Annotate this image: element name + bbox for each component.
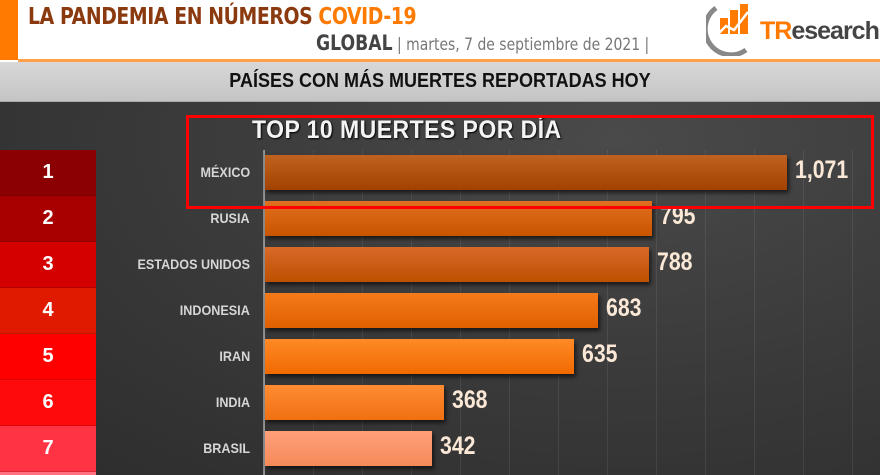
country-label: IRAN xyxy=(219,348,250,364)
title-main: LA PANDEMIA EN NÚMEROS xyxy=(28,4,319,30)
country-label: MÉXICO xyxy=(200,164,250,180)
chart-row: IRAN 635 xyxy=(0,334,880,380)
value-label: 683 xyxy=(606,294,642,322)
grid-line xyxy=(754,150,755,475)
chart-row: ESTADOS UNIDOS 788 xyxy=(0,242,880,288)
value-label: 635 xyxy=(582,340,618,368)
rank-badge: 2 xyxy=(0,196,96,242)
rank-badge: 1 xyxy=(0,150,96,196)
rank-badge: 5 xyxy=(0,334,96,380)
country-label: INDONESIA xyxy=(179,302,250,318)
chart-row: INDONESIA 683 xyxy=(0,288,880,334)
date-label: martes, 7 de septiembre de 2021 xyxy=(406,35,641,55)
chart-row: BRASIL 342 xyxy=(0,426,880,472)
rank-badge-partial xyxy=(0,472,96,475)
separator-end: | xyxy=(640,35,650,55)
logo: TResearch xyxy=(706,0,880,56)
rank-badge: 7 xyxy=(0,426,96,472)
chart-title: TOP 10 MUERTES POR DÍA xyxy=(252,116,562,144)
bar xyxy=(265,339,574,374)
value-label: 788 xyxy=(657,248,693,276)
logo-text: TResearch xyxy=(760,17,880,46)
chart-row: MÉXICO 1,071 xyxy=(0,150,880,196)
bar xyxy=(265,431,432,466)
separator: | xyxy=(392,35,407,55)
chart-row: INDIA 368 xyxy=(0,380,880,426)
header: LA PANDEMIA EN NÚMEROS COVID-19 GLOBAL |… xyxy=(0,0,880,62)
bar xyxy=(265,201,652,236)
bar xyxy=(265,247,649,282)
chart-row: RUSIA 795 xyxy=(0,196,880,242)
value-label: 1,071 xyxy=(795,156,849,184)
section-header: PAÍSES CON MÁS MUERTES REPORTADAS HOY xyxy=(0,62,880,102)
section-title: PAÍSES CON MÁS MUERTES REPORTADAS HOY xyxy=(229,70,651,92)
value-label: 342 xyxy=(440,432,476,460)
country-label: ESTADOS UNIDOS xyxy=(137,256,250,272)
y-axis-line xyxy=(263,150,265,475)
country-label: INDIA xyxy=(215,394,250,410)
value-label: 795 xyxy=(660,202,696,230)
bar xyxy=(265,385,444,420)
grid-line xyxy=(264,150,265,475)
grid-line xyxy=(803,150,804,475)
scope-label: GLOBAL xyxy=(316,31,393,55)
grid-line xyxy=(607,150,608,475)
rank-badge: 6 xyxy=(0,380,96,426)
chart-growth-icon xyxy=(706,4,749,56)
grid-line xyxy=(656,150,657,475)
logo-suffix: esearch xyxy=(791,17,880,45)
rank-badge: 4 xyxy=(0,288,96,334)
title-accent: COVID-19 xyxy=(318,4,417,30)
logo-prefix: TR xyxy=(760,17,792,45)
bar xyxy=(265,293,598,328)
grid-line xyxy=(705,150,706,475)
grid-line xyxy=(852,150,853,475)
rank-badge: 3 xyxy=(0,242,96,288)
page-title: LA PANDEMIA EN NÚMEROS COVID-19 xyxy=(28,4,417,30)
bar xyxy=(265,155,787,190)
country-label: BRASIL xyxy=(203,440,250,456)
subtitle: GLOBAL | martes, 7 de septiembre de 2021… xyxy=(316,31,649,55)
header-divider xyxy=(18,59,880,62)
country-label: RUSIA xyxy=(210,210,250,226)
value-label: 368 xyxy=(452,386,488,414)
header-accent-bar xyxy=(0,0,18,60)
